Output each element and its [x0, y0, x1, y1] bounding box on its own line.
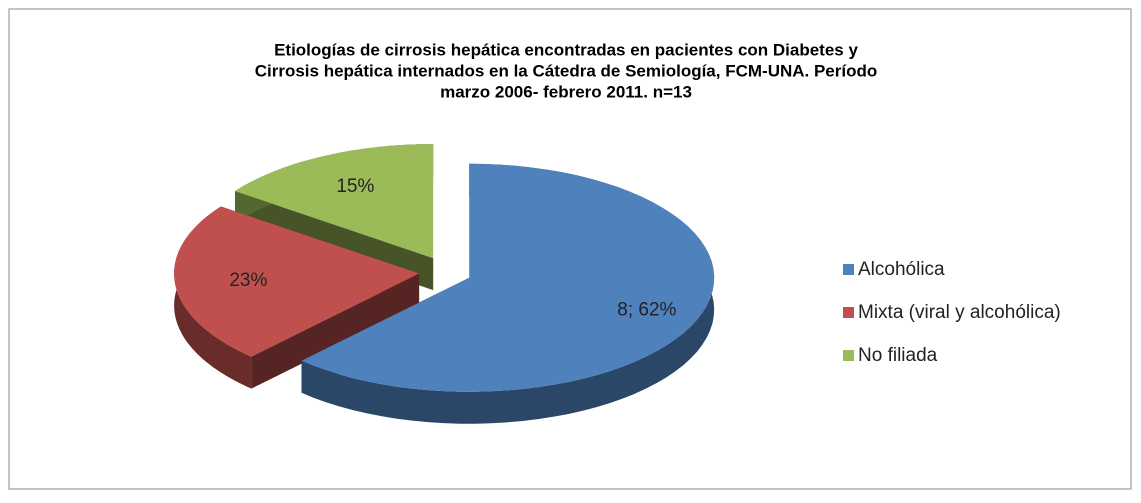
chart-title: Etiologías de cirrosis hepática encontra… [274, 40, 858, 59]
legend-label: Mixta (viral y alcohólica) [858, 302, 1061, 323]
data-label: 23% [229, 270, 267, 291]
legend-swatch [843, 350, 854, 361]
slice-side [251, 273, 420, 389]
data-label: 15% [336, 176, 374, 197]
legend-swatch [843, 264, 854, 275]
slice [301, 163, 715, 392]
slice [235, 144, 434, 259]
legend-label: Alcohólica [858, 259, 945, 280]
legend-swatch [843, 307, 854, 318]
data-label: 8; 62% [617, 299, 676, 320]
slice [174, 206, 420, 357]
slice-side [301, 163, 715, 424]
legend-label: No filiada [858, 345, 938, 366]
chart-title: marzo 2006- febrero 2011. n=13 [440, 82, 692, 101]
chart-title: Cirrosis hepática internados en la Cáted… [255, 61, 878, 80]
